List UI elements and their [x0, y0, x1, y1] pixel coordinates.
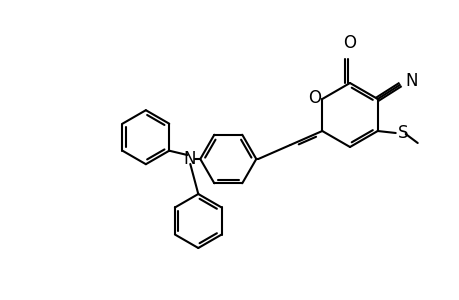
Text: N: N [183, 150, 195, 168]
Text: S: S [397, 124, 407, 142]
Text: O: O [307, 89, 320, 107]
Text: N: N [405, 72, 417, 90]
Text: O: O [343, 34, 356, 52]
